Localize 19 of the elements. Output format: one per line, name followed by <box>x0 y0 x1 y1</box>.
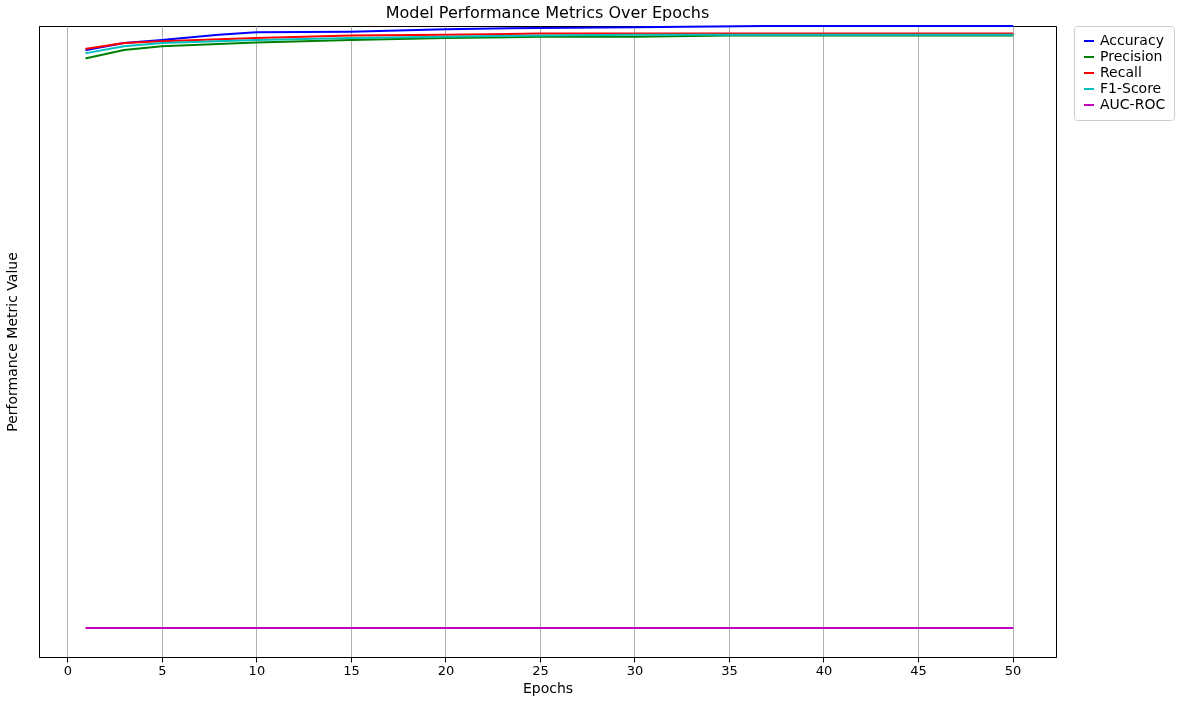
legend-label: Precision <box>1100 48 1163 64</box>
legend-label: AUC-ROC <box>1100 96 1166 112</box>
x-tick-label: 0 <box>63 662 72 678</box>
x-tick-label: 20 <box>437 662 455 678</box>
chart-title: Model Performance Metrics Over Epochs <box>385 3 710 22</box>
x-tick-label: 35 <box>721 662 738 678</box>
x-tick-label: 45 <box>910 662 927 678</box>
legend-label: Recall <box>1100 64 1142 80</box>
x-tick-label: 40 <box>815 662 833 678</box>
x-tick-label: 30 <box>626 662 644 678</box>
x-tick-label: 15 <box>343 662 360 678</box>
x-tick-label: 25 <box>532 662 549 678</box>
legend-label: F1-Score <box>1100 80 1162 96</box>
x-axis-title: Epochs <box>522 679 574 696</box>
x-tick-label: 50 <box>1004 662 1022 678</box>
legend-label: Accuracy <box>1100 32 1164 48</box>
x-tick-label: 10 <box>248 662 266 678</box>
x-tick-label: 5 <box>158 662 167 678</box>
y-axis-title: Performance Metric Value <box>3 252 20 432</box>
